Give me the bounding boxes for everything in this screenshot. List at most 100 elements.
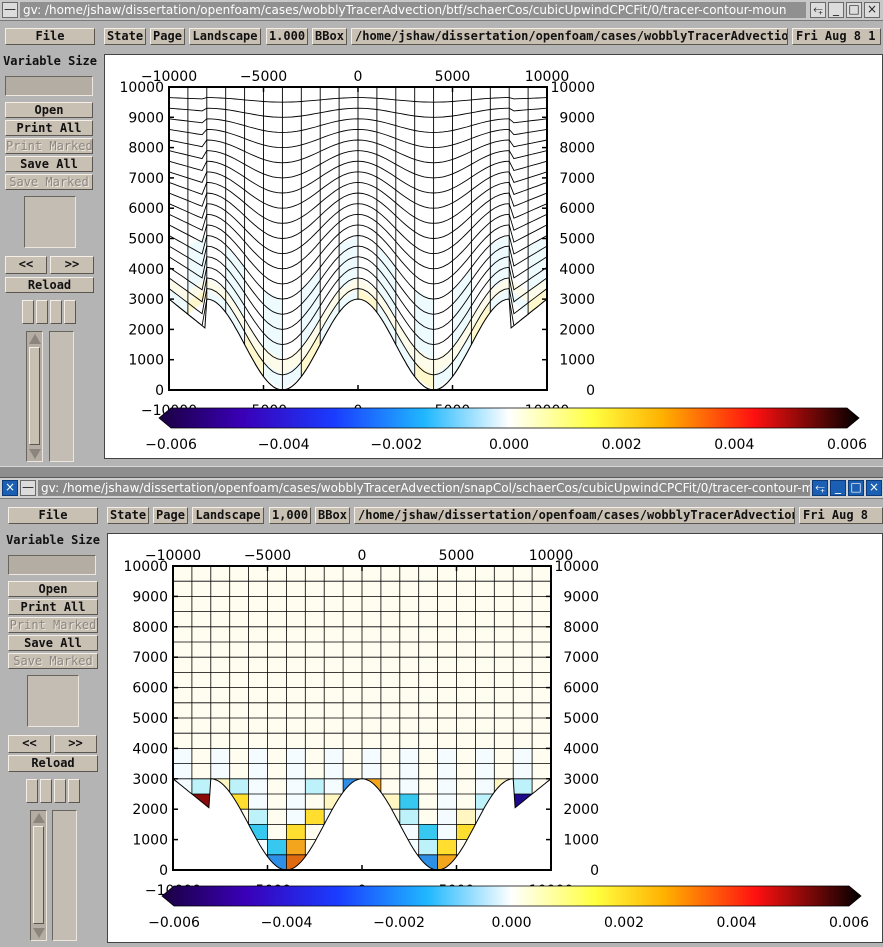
save-all-button[interactable]: Save All [8, 635, 98, 651]
mesh-cell [475, 702, 495, 718]
page-preview[interactable] [24, 196, 76, 248]
vertical-scrollbar[interactable] [30, 810, 47, 941]
mesh-cell [187, 193, 207, 212]
mesh-cell [471, 188, 491, 216]
page-preview[interactable] [27, 675, 79, 727]
close-x-icon[interactable]: × [2, 480, 18, 496]
mesh-cell [320, 256, 340, 293]
orientation-button[interactable]: Landscape [192, 507, 264, 524]
title-bar[interactable]: × — gv: /home/jshaw/dissertation/openfoa… [0, 478, 883, 499]
postscript-page[interactable]: −10000−10000−5000−5000005000500010000100… [104, 54, 883, 459]
title-bar[interactable]: — gv: /home/jshaw/dissertation/openfoam/… [0, 0, 883, 21]
minimize-icon[interactable]: _ [828, 2, 844, 18]
mesh-cell [191, 763, 211, 779]
scroll-thumb[interactable] [29, 347, 40, 445]
mesh-cell [358, 182, 377, 200]
file-menu-button[interactable]: File [8, 507, 98, 524]
orientation-button[interactable]: Landscape [189, 28, 261, 45]
page-selector-box[interactable] [5, 76, 93, 96]
file-menu-button[interactable]: File [5, 28, 95, 45]
scroll-down-icon[interactable] [29, 449, 41, 459]
scroll-up-icon[interactable] [29, 334, 41, 344]
open-button[interactable]: Open [8, 581, 98, 597]
page-selector-box[interactable] [8, 555, 96, 575]
reload-button[interactable]: Reload [8, 755, 98, 772]
mesh-cell [509, 182, 529, 201]
page-list[interactable] [49, 331, 74, 462]
mesh-cell [191, 778, 211, 794]
reload-button[interactable]: Reload [5, 277, 94, 293]
mesh-cell [437, 733, 457, 749]
window-menu-icon[interactable]: — [20, 480, 36, 496]
bbox-button[interactable]: BBox [315, 507, 350, 524]
mark-toggle-1[interactable] [22, 300, 34, 324]
close-icon[interactable]: × [866, 480, 882, 496]
mesh-cell [358, 246, 377, 268]
save-all-button[interactable]: Save All [5, 156, 93, 172]
next-page-button[interactable]: >> [54, 735, 97, 753]
scale-button[interactable]: 1.000 [266, 28, 308, 45]
save-marked-button[interactable]: Save Marked [8, 653, 98, 669]
mark-toggle-4[interactable] [64, 300, 76, 324]
print-marked-button[interactable]: Print Marked [5, 138, 93, 154]
mesh-cell [248, 672, 268, 688]
vertical-scrollbar[interactable] [26, 331, 43, 462]
x-tick-label-top: 0 [354, 69, 363, 85]
next-page-button[interactable]: >> [50, 256, 94, 274]
mesh-cell [362, 626, 381, 642]
save-marked-button[interactable]: Save Marked [5, 174, 93, 190]
mark-toggle-2[interactable] [40, 779, 52, 803]
mark-toggle-2[interactable] [36, 300, 48, 324]
mark-toggle-3[interactable] [50, 300, 62, 324]
state-button[interactable]: State [107, 507, 149, 524]
page-list[interactable] [52, 810, 77, 941]
mesh-cell [456, 596, 476, 612]
mesh-cell [248, 702, 268, 718]
scroll-up-icon[interactable] [33, 813, 45, 823]
print-all-button[interactable]: Print All [8, 599, 98, 615]
mesh-cell [286, 566, 306, 582]
mesh-cell [362, 763, 381, 779]
mesh-cell [282, 231, 302, 254]
mesh-cell [229, 702, 249, 718]
mesh-cell [173, 657, 192, 673]
mesh-cell [173, 581, 192, 597]
mesh-cell [490, 203, 510, 223]
scroll-down-icon[interactable] [33, 928, 45, 938]
mark-toggle-1[interactable] [26, 779, 38, 803]
scroll-thumb[interactable] [33, 826, 44, 924]
page-button[interactable]: Page [150, 28, 185, 45]
pin-icon[interactable]: ⥆ [810, 2, 826, 18]
prev-page-button[interactable]: << [8, 735, 51, 753]
mesh-cell [324, 596, 344, 612]
open-button[interactable]: Open [5, 102, 93, 118]
close-icon[interactable]: × [864, 2, 880, 18]
bbox-button[interactable]: BBox [312, 28, 347, 45]
pin-icon[interactable]: ⥆ [812, 480, 828, 496]
mesh-cell [452, 254, 472, 290]
mesh-cell [513, 657, 533, 673]
page-button[interactable]: Page [153, 507, 188, 524]
mesh-cell [395, 177, 415, 203]
mesh-cell [263, 130, 283, 148]
mesh-cell [206, 193, 226, 211]
mesh-cell [229, 763, 249, 779]
prev-page-button[interactable]: << [5, 256, 47, 274]
maximize-icon[interactable]: □ [846, 2, 862, 18]
mark-toggle-3[interactable] [54, 779, 66, 803]
mesh-cell [433, 173, 453, 193]
mark-toggle-4[interactable] [68, 779, 80, 803]
mesh-cell [343, 748, 362, 764]
postscript-page[interactable]: −10000−10000−5000−5000005000500010000100… [107, 533, 883, 943]
maximize-icon[interactable]: □ [848, 480, 864, 496]
window-menu-icon[interactable]: — [2, 2, 18, 18]
plot-axes: −10000−10000−5000−5000005000500010000100… [119, 69, 595, 419]
print-marked-button[interactable]: Print Marked [8, 617, 98, 633]
mesh-cell [475, 763, 495, 779]
minimize-icon[interactable]: _ [830, 480, 846, 496]
state-button[interactable]: State [104, 28, 146, 45]
scale-button[interactable]: 1,000 [269, 507, 311, 524]
mesh-cell [210, 702, 230, 718]
mesh-cell [173, 702, 192, 718]
print-all-button[interactable]: Print All [5, 120, 93, 136]
